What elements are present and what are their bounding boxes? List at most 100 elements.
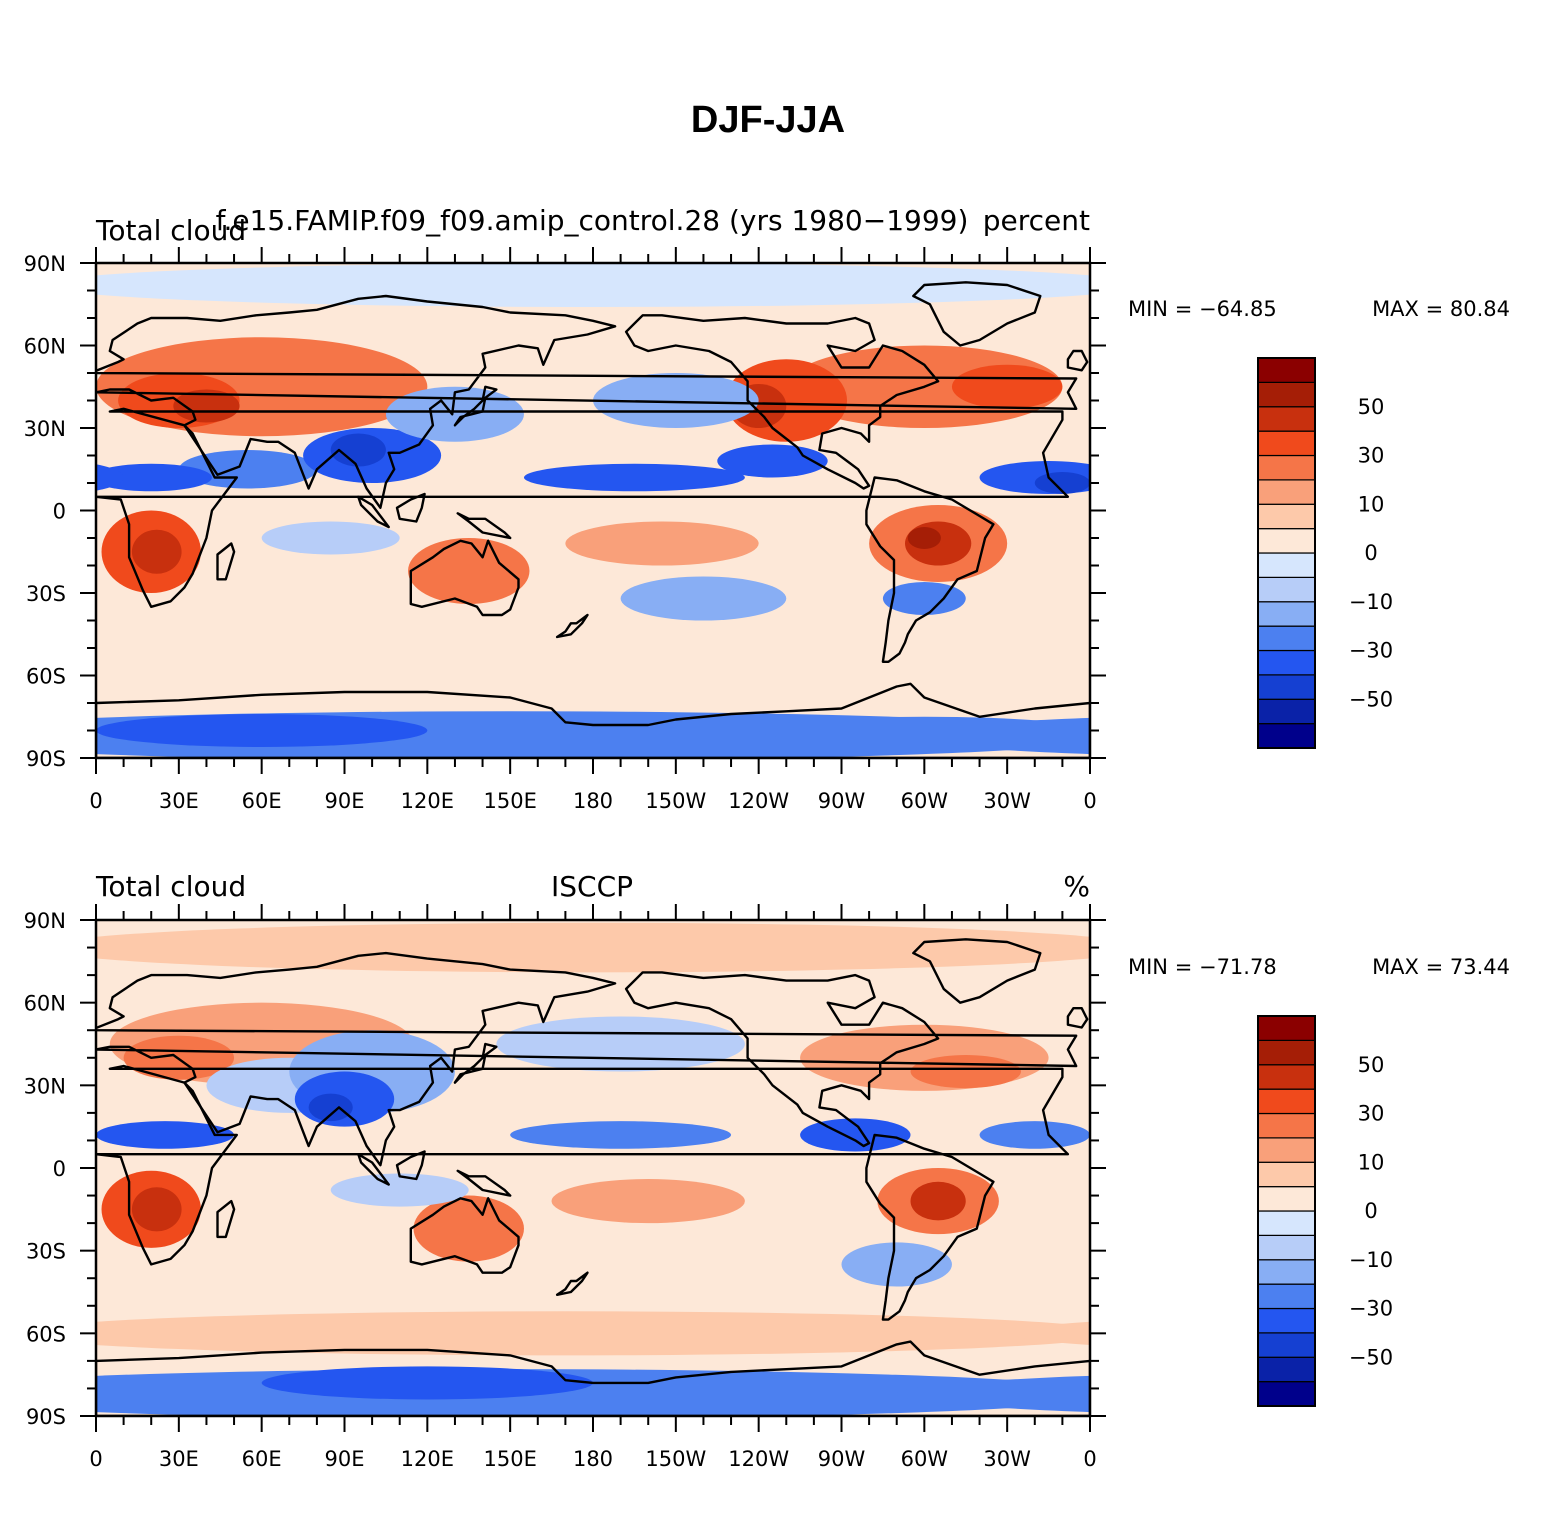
y-tick-label: 90N xyxy=(24,252,66,276)
contour-blob xyxy=(96,1121,235,1149)
x-tick-label: 180 xyxy=(573,1447,613,1471)
y-tick-label: 90N xyxy=(24,909,66,933)
x-tick-label: 150E xyxy=(483,1447,536,1471)
coastline xyxy=(395,1150,426,1181)
contour-blob xyxy=(1380,387,1518,442)
colorbar-box xyxy=(1257,1039,1316,1066)
contour-blob xyxy=(308,1093,353,1122)
x-tick-label: 30E xyxy=(159,1447,199,1471)
x-tick-label: 60E xyxy=(242,789,282,813)
x-tick-label: 120W xyxy=(728,789,789,813)
colorbar-box xyxy=(1257,1332,1316,1358)
contour-blob xyxy=(1118,1036,1228,1080)
contour-blob xyxy=(0,1121,96,1149)
x-tick-label: 150W xyxy=(645,1447,706,1471)
colorbar-label: −10 xyxy=(1349,1248,1393,1272)
colorbar-box xyxy=(1257,381,1316,408)
contour-blob xyxy=(330,433,386,467)
panel-model: Total cloud f.e15.FAMIP.f09_f09.amip_con… xyxy=(0,204,1518,813)
contour-blob xyxy=(1325,1174,1463,1207)
x-tick-label: 0 xyxy=(89,1447,102,1471)
contour-blob xyxy=(1126,530,1176,574)
coastline xyxy=(96,1340,1090,1416)
contour-blob xyxy=(96,1311,1090,1356)
contour-blob xyxy=(1090,714,1421,747)
contour-blob xyxy=(96,464,124,491)
coastline xyxy=(453,1042,498,1084)
colorbar-box xyxy=(1257,1259,1316,1285)
contour-blob xyxy=(979,1121,1090,1149)
coastline xyxy=(555,1271,589,1296)
colorbar-box xyxy=(1257,357,1316,383)
colorbar-box xyxy=(1257,1064,1316,1090)
colorbar-frame xyxy=(1257,357,1316,749)
panel-left-label: Total cloud xyxy=(95,214,246,247)
contour-blob xyxy=(96,922,1090,973)
coastline xyxy=(357,495,390,529)
colorbar-box xyxy=(1257,1283,1316,1310)
contour-blob xyxy=(131,1187,182,1232)
coastline xyxy=(912,281,1042,347)
contour-blob xyxy=(1096,511,1195,594)
min-label: MIN = −71.78 xyxy=(1128,955,1277,979)
contour-blob xyxy=(408,538,530,604)
colorbar-box xyxy=(1257,1381,1316,1407)
colorbar-box xyxy=(1257,552,1316,578)
colorbar-box xyxy=(1257,406,1316,432)
colorbar-box xyxy=(1257,674,1316,700)
contour-blob xyxy=(841,1242,952,1287)
contour-blob xyxy=(910,1055,1021,1089)
contour-blob xyxy=(1084,471,1090,484)
min-label: MIN = −64.85 xyxy=(1128,297,1277,321)
contour-blob xyxy=(1126,1187,1176,1231)
y-tick-label: 30S xyxy=(26,1240,66,1264)
coastlines xyxy=(96,938,1090,1416)
coastline xyxy=(216,542,236,581)
contour-blob xyxy=(330,1173,469,1207)
colorbar-box xyxy=(1257,503,1316,530)
colorbar-label: −30 xyxy=(1349,1297,1393,1321)
x-tick-label: 30W xyxy=(983,1447,1031,1471)
y-tick-label: 30N xyxy=(24,1074,66,1098)
coastline xyxy=(453,385,498,427)
colorbar-box xyxy=(1257,1112,1316,1139)
x-tick-label: 150W xyxy=(645,789,706,813)
contour-blob xyxy=(1090,337,1421,436)
colorbar-label: 50 xyxy=(1358,395,1385,419)
contour-blob xyxy=(1034,275,1090,295)
contour-blob xyxy=(96,263,1090,307)
coastline xyxy=(216,1199,236,1239)
x-tick-label: 90E xyxy=(325,789,365,813)
x-tick-label: 150E xyxy=(483,789,536,813)
colorbar-box xyxy=(1257,1015,1316,1041)
panel-left-label: Total cloud xyxy=(95,870,246,903)
contour-blob xyxy=(1096,1171,1195,1248)
colorbar-box xyxy=(1257,430,1316,457)
colorbar-label: −30 xyxy=(1349,639,1393,663)
panel-center-label: ISCCP xyxy=(551,870,633,903)
coastline xyxy=(409,1197,520,1274)
y-tick-label: 30S xyxy=(26,582,66,606)
y-tick-label: 0 xyxy=(53,1157,66,1181)
contour-blob xyxy=(1490,1016,1541,1071)
contour-blob xyxy=(413,1195,524,1262)
contour-blob xyxy=(551,1179,745,1224)
colorbar-label: −50 xyxy=(1349,687,1393,711)
figure-title: DJF-JJA xyxy=(691,99,845,141)
contour-blob xyxy=(1167,390,1233,423)
x-tick-label: 60W xyxy=(901,1447,949,1471)
colorbar-box xyxy=(1257,649,1316,676)
colorbar-label: 10 xyxy=(1358,1150,1385,1174)
coastline xyxy=(96,682,1090,758)
contour-blob xyxy=(0,505,13,582)
x-tick-label: 90W xyxy=(818,1447,866,1471)
x-tick-label: 60W xyxy=(901,789,949,813)
contour-blob xyxy=(496,1016,745,1072)
colorbar-box xyxy=(1257,454,1316,481)
colorbar-box xyxy=(1257,1088,1316,1115)
contour-blob xyxy=(1007,1321,1090,1345)
contour-blob xyxy=(951,364,1063,409)
colorbar: 50 30 10 0 −10 −30 −50 xyxy=(1257,357,1393,749)
x-tick-label: 90W xyxy=(818,789,866,813)
